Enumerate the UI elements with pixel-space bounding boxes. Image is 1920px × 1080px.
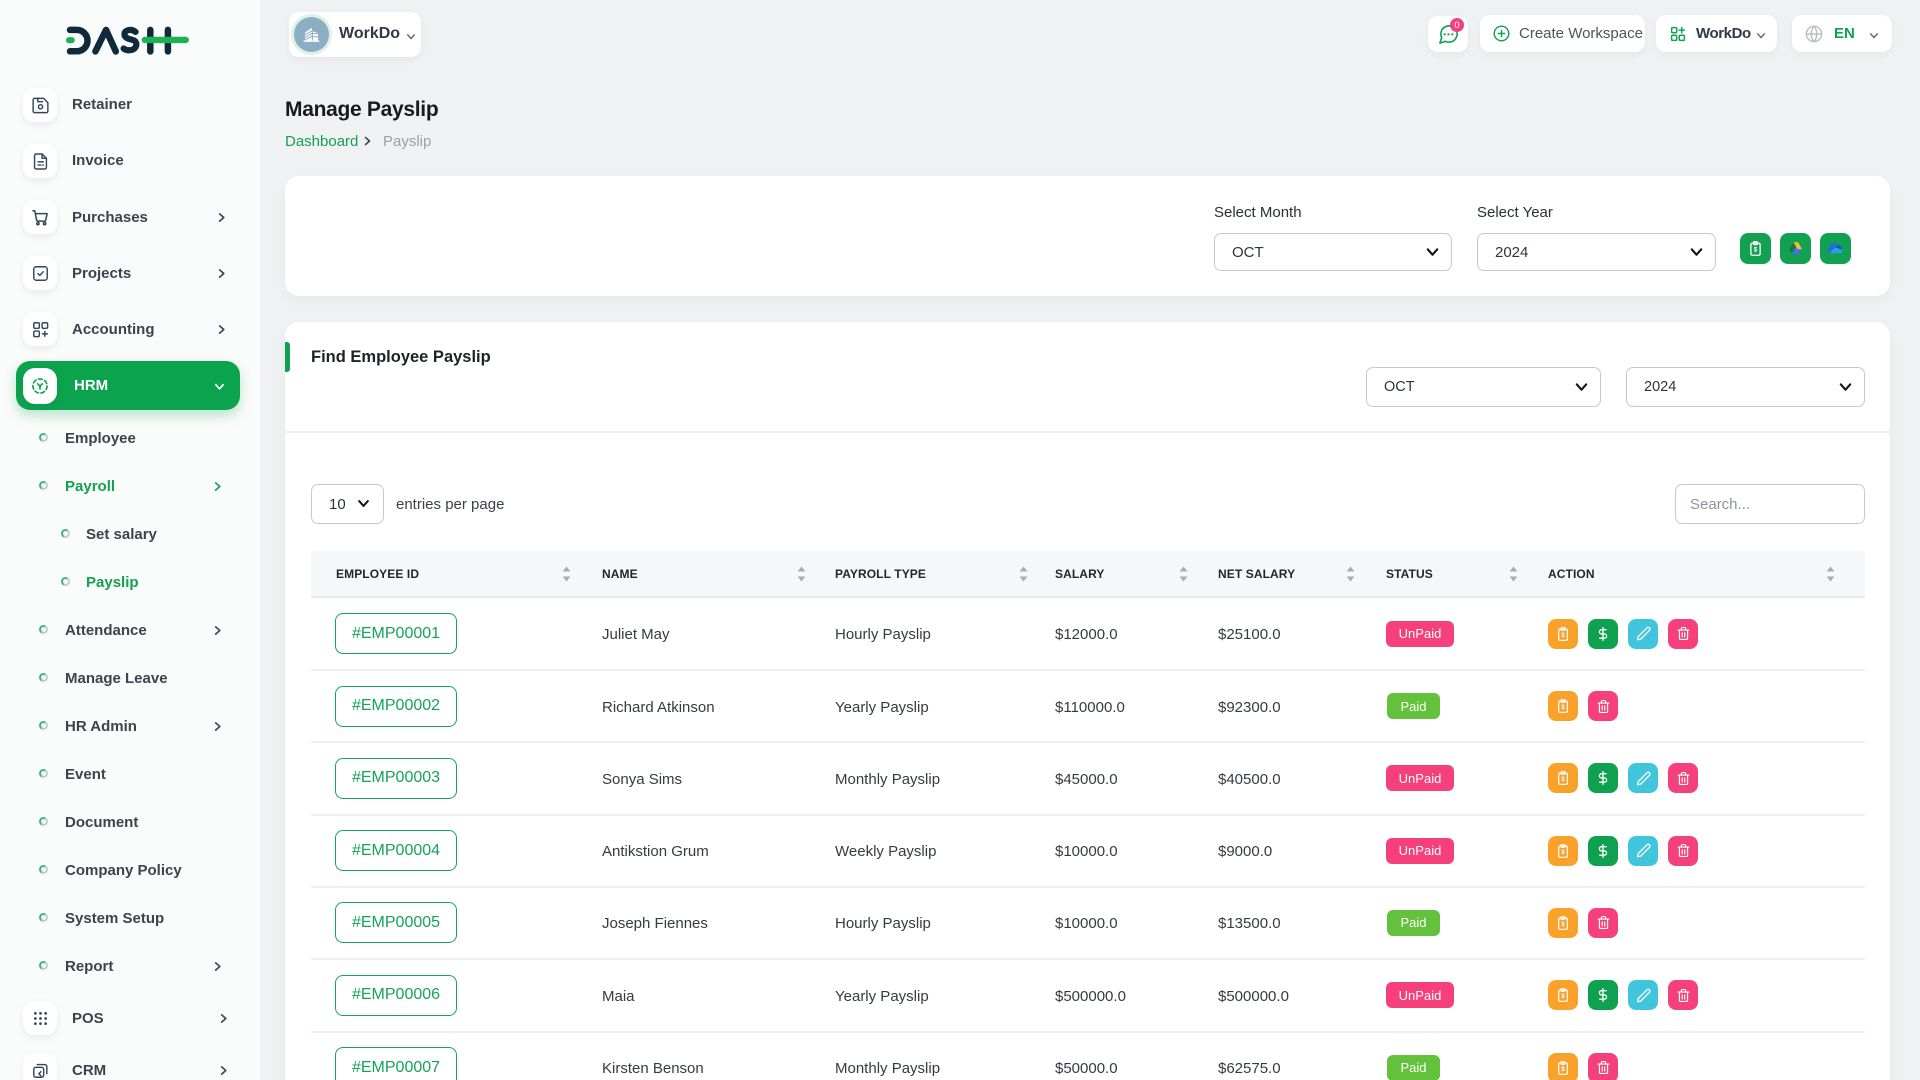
svg-text:$: $ (1561, 633, 1565, 639)
svg-text:$: $ (1561, 777, 1565, 783)
svg-text:$: $ (1561, 1067, 1565, 1073)
svg-text:$: $ (1754, 247, 1758, 254)
svg-text:$: $ (1561, 705, 1565, 711)
svg-text:$: $ (1561, 994, 1565, 1000)
svg-text:$: $ (1561, 922, 1565, 928)
svg-text:$: $ (1561, 850, 1565, 856)
